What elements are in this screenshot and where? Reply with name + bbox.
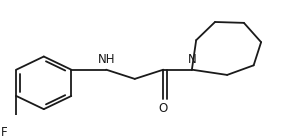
- Text: O: O: [159, 102, 168, 115]
- Text: F: F: [1, 126, 8, 139]
- Text: NH: NH: [98, 53, 115, 66]
- Text: N: N: [188, 53, 196, 66]
